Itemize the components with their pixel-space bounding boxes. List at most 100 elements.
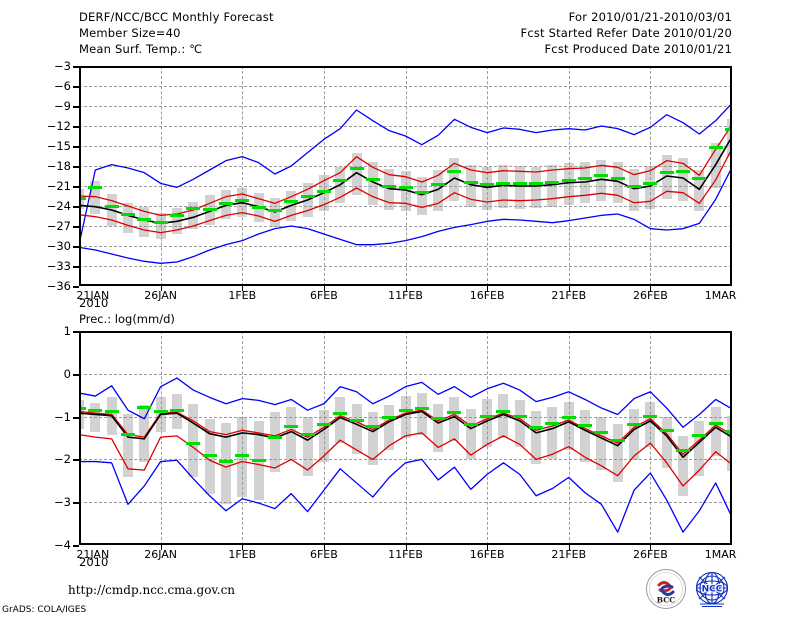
x-axis-label: 1MAR — [704, 548, 737, 561]
median-marker — [137, 405, 152, 409]
x-axis-tick — [650, 545, 652, 550]
y-axis-label: −33 — [46, 259, 71, 273]
median-marker — [463, 422, 478, 426]
ensemble-spread-bar — [416, 176, 427, 216]
median-marker — [447, 169, 462, 173]
y-axis-tick — [73, 166, 79, 168]
x-axis-tick — [405, 286, 407, 291]
y-axis-tick — [73, 545, 79, 547]
ensemble-spread-bar — [629, 169, 640, 211]
temperature-chart-panel — [79, 66, 732, 286]
y-axis-tick — [73, 226, 79, 228]
temperature-plot-area — [79, 66, 732, 286]
x-axis-tick — [242, 286, 244, 291]
header-started-refer-date: Fcst Started Refer Date 2010/01/20 — [520, 26, 732, 40]
median-marker — [137, 217, 152, 221]
ensemble-spread-bar — [139, 207, 150, 237]
header-title: DERF/NCC/BCC Monthly Forecast — [79, 10, 274, 24]
y-axis-label: −36 — [46, 279, 71, 293]
ensemble-spread-bar — [531, 411, 542, 464]
median-marker — [496, 181, 511, 185]
y-axis-label: −1 — [54, 409, 71, 424]
y-axis-tick — [73, 502, 79, 505]
gridline-vertical — [405, 66, 407, 286]
x-axis-label: 26JAN — [144, 548, 178, 561]
median-marker — [104, 409, 119, 413]
median-marker — [676, 169, 691, 173]
header-temp-units: Mean Surf. Temp.: ℃ — [79, 42, 203, 56]
x-axis-tick — [568, 286, 570, 291]
gridline-vertical — [487, 66, 489, 286]
x-axis-tick — [487, 286, 489, 291]
y-axis-tick — [73, 373, 79, 376]
precipitation-x-axis-year: 2010 — [79, 555, 109, 569]
series-line-max — [79, 102, 732, 245]
median-marker — [659, 428, 674, 432]
y-axis-tick — [73, 459, 79, 462]
median-marker — [627, 184, 642, 188]
gridline-vertical — [323, 66, 325, 286]
median-marker — [659, 171, 674, 175]
ncc-logo-icon: NCC — [690, 568, 734, 610]
grads-credit: GrADS: COLA/IGES — [2, 605, 87, 615]
precipitation-plot-area — [79, 331, 732, 545]
median-marker — [725, 430, 732, 434]
median-marker — [333, 411, 348, 415]
y-axis-tick — [73, 246, 79, 248]
x-axis-label: 21FEB — [551, 548, 587, 561]
x-axis-label: 11FEB — [388, 289, 423, 302]
precipitation-axis-title: Prec.: log(mm/d) — [79, 312, 175, 326]
median-marker — [676, 449, 691, 453]
ensemble-spread-bar — [612, 162, 623, 204]
median-marker — [578, 423, 593, 427]
series-line-ensemble-mean — [79, 136, 732, 225]
temperature-x-axis-year: 2010 — [79, 296, 109, 310]
gridline-vertical — [568, 331, 570, 545]
ensemble-spread-bar — [694, 420, 705, 476]
ensemble-spread-bar — [661, 155, 672, 200]
x-axis-label: 6FEB — [309, 548, 338, 561]
website-url[interactable]: http://cmdp.ncc.cma.gov.cn — [68, 583, 236, 597]
bcc-logo-text: BCC — [657, 596, 675, 605]
series-line-upper-quartile — [79, 409, 732, 455]
ensemble-spread-bar — [465, 408, 476, 460]
ensemble-spread-bar — [416, 393, 427, 435]
ensemble-spread-bar — [188, 202, 199, 229]
ensemble-spread-bar — [90, 181, 101, 214]
ensemble-spread-bar — [139, 404, 150, 462]
ensemble-spread-bar — [367, 412, 378, 465]
series-layer — [79, 377, 732, 533]
median-marker — [186, 441, 201, 445]
median-marker — [186, 207, 201, 211]
median-marker — [104, 204, 119, 208]
median-marker — [627, 422, 642, 426]
median-marker — [120, 433, 135, 437]
ensemble-spread-bar — [465, 164, 476, 208]
median-marker — [610, 176, 625, 180]
median-marker — [594, 431, 609, 435]
median-marker — [169, 213, 184, 217]
gridline-vertical — [487, 331, 489, 545]
median-marker — [382, 415, 397, 419]
median-marker — [398, 185, 413, 189]
y-axis-label: −6 — [54, 79, 71, 93]
median-marker — [692, 176, 707, 180]
x-axis-label: 26JAN — [144, 289, 178, 302]
y-axis-label: −2 — [54, 452, 71, 467]
header-member-size: Member Size=40 — [79, 26, 181, 40]
median-marker — [610, 438, 625, 442]
y-axis-tick — [73, 146, 79, 148]
median-marker — [300, 195, 315, 199]
x-axis-tick — [160, 286, 162, 291]
median-marker — [447, 410, 462, 414]
median-marker — [316, 189, 331, 193]
ensemble-spread-bar — [596, 160, 607, 202]
ensemble-spread-bar — [629, 408, 640, 461]
x-axis-label: 16FEB — [469, 289, 505, 302]
ensemble-spread-bar — [678, 158, 689, 201]
ensemble-spread-bar — [710, 407, 721, 456]
x-axis-tick — [323, 545, 325, 550]
y-axis-label: −30 — [46, 239, 71, 253]
ensemble-spread-bar — [433, 170, 444, 212]
ensemble-spread-bar — [498, 394, 509, 438]
